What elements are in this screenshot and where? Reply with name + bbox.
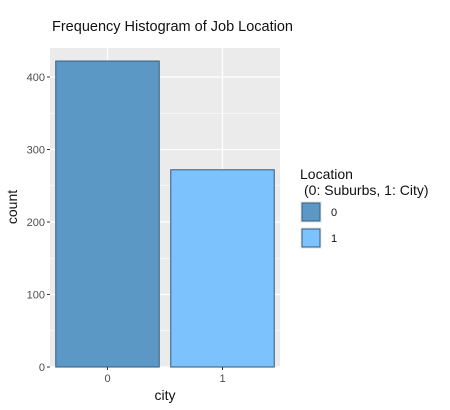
- y-tick-label: 0: [39, 362, 45, 374]
- x-axis-title: city: [155, 387, 176, 403]
- legend: Location (0: Suburbs, 1: City) 01: [300, 166, 429, 249]
- legend-swatch-1: [301, 228, 321, 248]
- y-tick-label: 400: [27, 72, 45, 84]
- legend-title-line2: (0: Suburbs, 1: City): [304, 182, 429, 198]
- chart-title: Frequency Histogram of Job Location: [52, 19, 293, 35]
- x-tick-label: 0: [104, 373, 110, 385]
- y-tick-label: 200: [27, 217, 45, 229]
- legend-swatch-0: [301, 202, 321, 222]
- legend-label-1: 1: [331, 233, 337, 245]
- y-axis-title: count: [4, 190, 20, 224]
- y-tick-label: 300: [27, 145, 45, 157]
- legend-title-line1: Location: [300, 166, 353, 182]
- legend-keys: 01: [300, 201, 337, 249]
- legend-label-0: 0: [331, 207, 337, 219]
- y-tick-label: 100: [27, 290, 45, 302]
- x-tick-label: 1: [219, 373, 225, 385]
- bars: [55, 60, 275, 368]
- bar-1: [170, 169, 275, 368]
- bar-0: [55, 60, 160, 368]
- y-axis-ticks: 0 100 200 300 400: [27, 72, 50, 374]
